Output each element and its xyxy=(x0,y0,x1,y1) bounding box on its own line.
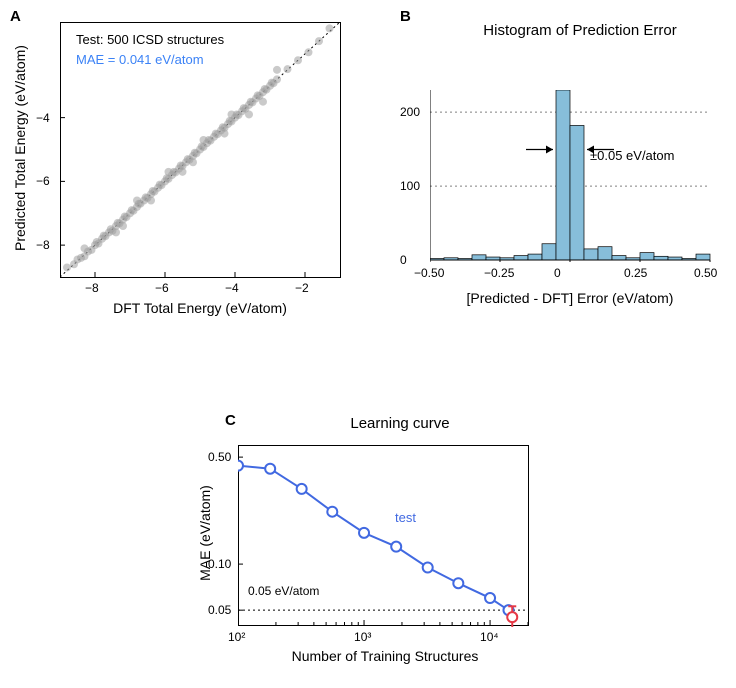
panel-b-title: Histogram of Prediction Error xyxy=(460,22,700,39)
panel-c-title: Learning curve xyxy=(310,415,490,432)
panel-b-xlabel: [Predicted - DFT] Error (eV/atom) xyxy=(440,290,700,306)
panel-c-xlabel: Number of Training Structures xyxy=(270,648,500,664)
panel-a-ylabel: Predicted Total Energy (eV/atom) xyxy=(12,28,28,268)
panel-a-annotation-title: Test: 500 ICSD structures xyxy=(76,32,224,47)
panel-c-ylabel: MAE (eV/atom) xyxy=(197,463,213,603)
panel-a-annotation-mae: MAE = 0.041 eV/atom xyxy=(76,52,204,67)
panel-b-histogram xyxy=(430,90,712,262)
panel-b-label: B xyxy=(400,8,411,25)
panel-c-ref-label: 0.05 eV/atom xyxy=(248,584,319,598)
panel-c-label: C xyxy=(225,412,236,429)
panel-c-test-label: test xyxy=(395,510,416,525)
panel-a-label: A xyxy=(10,8,21,25)
panel-c-learning-curve xyxy=(238,445,530,627)
panel-b-annotation: ±0.05 eV/atom xyxy=(590,148,674,163)
panel-a-xlabel: DFT Total Energy (eV/atom) xyxy=(100,300,300,316)
